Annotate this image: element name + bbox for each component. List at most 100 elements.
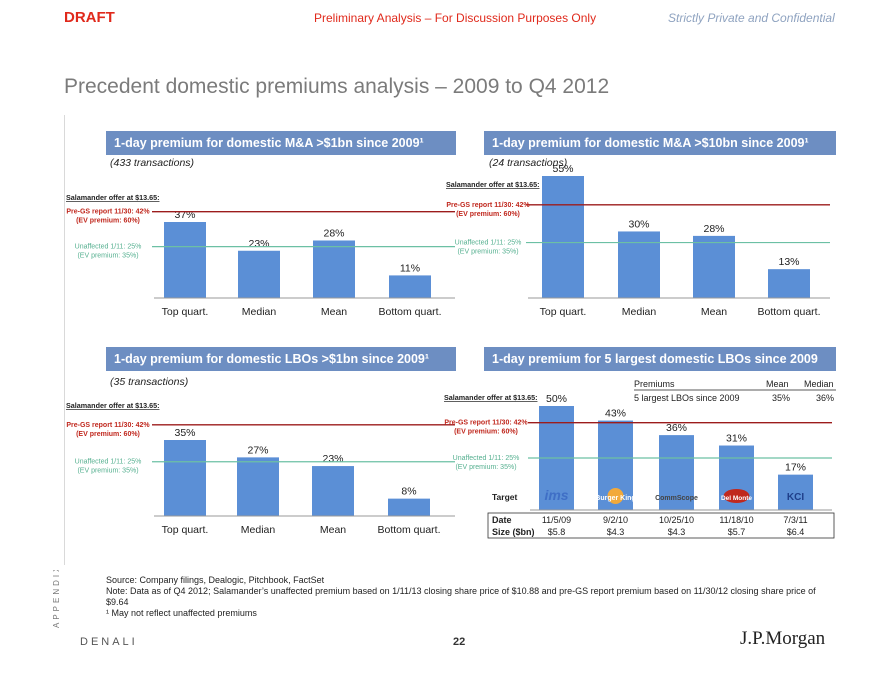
target-logo-3: Del Monte: [721, 495, 752, 502]
deal-date-2: 10/25/10: [659, 515, 694, 525]
deal-date-1: 9/2/10: [603, 515, 628, 525]
chart3-pre-gs-ev: (EV premium: 60%): [76, 431, 140, 438]
footer-denali: DENALI: [80, 636, 138, 648]
chart1-category-0: Top quart.: [162, 306, 209, 318]
draft-label: DRAFT: [64, 9, 115, 26]
burger-king-logo-icon: [607, 488, 624, 504]
chart4-offer-label: Salamander offer at $13.65:: [444, 393, 537, 402]
chart3-offer-label: Salamander offer at $13.65:: [66, 401, 159, 410]
chart3-bar-2: [312, 466, 354, 516]
chart2-value-label-3: 13%: [778, 256, 799, 268]
chart4-unaffected-label: Unaffected 1/11: 25%: [453, 455, 520, 462]
chart1-unaffected-label: Unaffected 1/11: 25%: [75, 244, 142, 251]
chart4-value-label-3: 31%: [726, 433, 747, 445]
summary-median-value: 36%: [816, 393, 834, 403]
chart2-category-0: Top quart.: [540, 306, 587, 318]
deal-date-4: 7/3/11: [783, 515, 807, 525]
chart3-subtitle: (35 transactions): [110, 376, 189, 388]
chart2-value-label-2: 28%: [703, 223, 724, 235]
chart3-value-label-0: 35%: [174, 427, 195, 439]
chart3-bar-0: [164, 440, 206, 516]
del-monte-logo-icon: [723, 489, 750, 503]
chart2-bar-0: [542, 176, 584, 298]
chart2-category-2: Mean: [701, 306, 727, 318]
target-logo-1: Burger King: [595, 495, 635, 502]
chart1-pre-gs-label: Pre-GS report 11/30: 42%: [66, 209, 150, 216]
target-label: Target: [492, 492, 518, 502]
chart4-bar-4: [778, 474, 813, 510]
target-logo-4: KCI: [787, 492, 804, 503]
chart1-bar-2: [313, 240, 355, 298]
chart3-pre-gs-label: Pre-GS report 11/30: 42%: [66, 422, 150, 429]
chart4-pre-gs-label: Pre-GS report 11/30: 42%: [444, 420, 528, 427]
summary-header-median: Median: [804, 379, 834, 389]
chart2-bar-3: [768, 269, 810, 298]
footnote-1: ¹ May not reflect unaffected premiums: [106, 608, 257, 618]
chart1-value-label-0: 37%: [174, 209, 195, 221]
chart1-subtitle: (433 transactions): [110, 157, 195, 169]
chart1-offer-label: Salamander offer at $13.65:: [66, 193, 159, 202]
chart1-unaffected-ev: (EV premium: 35%): [77, 253, 138, 260]
chart2-offer-label: Salamander offer at $13.65:: [446, 180, 539, 189]
chart1-bar-1: [238, 250, 280, 298]
deal-size-0: $5.8: [548, 527, 566, 537]
chart1-value-label-1: 23%: [248, 238, 269, 250]
chart2-category-3: Bottom quart.: [757, 306, 820, 318]
left-divider: [64, 115, 65, 565]
deal-table-box: [487, 512, 835, 539]
summary-header-mean: Mean: [766, 379, 789, 389]
appendix-label: APPENDIX: [52, 570, 61, 628]
deal-size-1: $4.3: [607, 527, 625, 537]
deal-size-2: $4.3: [668, 527, 686, 537]
chart3-category-2: Mean: [320, 524, 346, 536]
chart2-unaffected-ev: (EV premium: 35%): [457, 249, 518, 256]
chart2-category-1: Median: [622, 306, 657, 318]
chart4-pre-gs-ev: (EV premium: 60%): [454, 429, 518, 436]
chart3-value-label-2: 23%: [322, 453, 343, 465]
chart3-category-3: Bottom quart.: [377, 524, 440, 536]
chart3-bar-3: [388, 498, 430, 516]
confidential-label: Strictly Private and Confidential: [668, 11, 835, 25]
chart2-value-label-0: 55%: [552, 163, 573, 175]
summary-mean-value: 35%: [772, 393, 790, 403]
size-label: Size ($bn): [492, 527, 535, 537]
chart4-title: 1-day premium for 5 largest domestic LBO…: [484, 347, 836, 371]
chart1-bar-3: [389, 275, 431, 298]
chart2-unaffected-label: Unaffected 1/11: 25%: [455, 240, 522, 247]
chart1-title: 1-day premium for domestic M&A >$1bn sin…: [106, 131, 456, 155]
preliminary-banner: Preliminary Analysis – For Discussion Pu…: [314, 11, 597, 25]
chart4-bar-2: [659, 435, 694, 510]
chart2-bar-2: [693, 235, 735, 298]
chart1-category-2: Mean: [321, 306, 347, 318]
target-logo-2: CommScope: [655, 495, 698, 502]
summary-row-label: 5 largest LBOs since 2009: [634, 393, 740, 403]
chart4-value-label-4: 17%: [785, 462, 806, 474]
chart3-value-label-3: 8%: [401, 486, 416, 498]
chart4-value-label-1: 43%: [605, 408, 626, 420]
chart3-unaffected-ev: (EV premium: 35%): [77, 468, 138, 475]
chart3-title: 1-day premium for domestic LBOs >$1bn si…: [106, 347, 456, 371]
jpmorgan-logo: J.P.Morgan: [740, 628, 826, 649]
chart2-value-label-1: 30%: [628, 218, 649, 230]
source-note: Source: Company filings, Dealogic, Pitch…: [106, 575, 325, 585]
page-title: Precedent domestic premiums analysis – 2…: [64, 75, 610, 98]
chart4-value-label-0: 50%: [546, 393, 567, 405]
chart3-bar-1: [237, 457, 279, 516]
chart3-category-0: Top quart.: [162, 524, 209, 536]
chart4-value-label-2: 36%: [666, 422, 687, 434]
chart1-bar-0: [164, 222, 206, 298]
chart3-value-label-1: 27%: [247, 444, 268, 456]
chart1-category-1: Median: [242, 306, 277, 318]
deal-date-3: 11/18/10: [719, 515, 753, 525]
chart2-bar-1: [618, 231, 660, 298]
appendix-text: APPENDIX: [52, 570, 61, 628]
chart2-subtitle: (24 transactions): [489, 157, 568, 169]
deal-date-0: 11/5/09: [542, 515, 571, 525]
target-logo-0: ims: [544, 487, 568, 503]
chart2-pre-gs-ev: (EV premium: 60%): [456, 211, 520, 218]
chart2-pre-gs-label: Pre-GS report 11/30: 42%: [446, 202, 530, 209]
chart2-title: 1-day premium for domestic M&A >$10bn si…: [484, 131, 836, 155]
chart3-unaffected-label: Unaffected 1/11: 25%: [75, 459, 142, 466]
chart3-category-1: Median: [241, 524, 276, 536]
